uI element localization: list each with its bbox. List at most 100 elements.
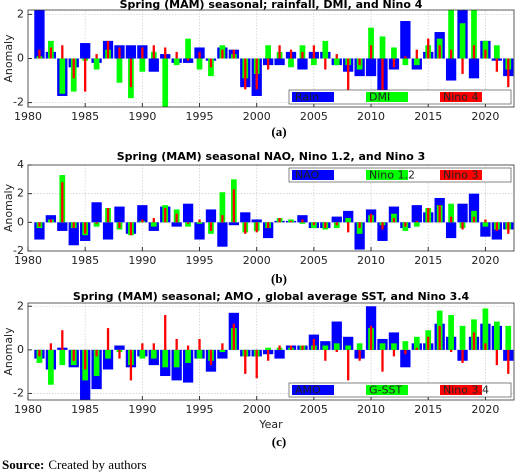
bar	[118, 47, 121, 59]
bar	[400, 349, 411, 368]
x-tick-label: 1980	[14, 403, 42, 416]
bar	[495, 349, 498, 366]
bar	[472, 332, 476, 350]
caption: (a)	[271, 124, 286, 139]
bar	[45, 215, 57, 223]
bar	[345, 218, 352, 223]
bar	[164, 208, 167, 223]
bar	[68, 222, 79, 246]
bar	[297, 215, 308, 223]
bar	[457, 203, 468, 223]
bar	[49, 343, 53, 350]
bar	[438, 205, 441, 223]
y-axis-label: Anomaly	[2, 183, 15, 232]
bar	[335, 54, 338, 59]
bar	[379, 36, 386, 59]
bar	[301, 219, 304, 223]
plot-frame	[27, 302, 515, 401]
bar	[173, 58, 180, 66]
bar	[139, 349, 146, 359]
bar	[482, 40, 489, 59]
bar	[148, 58, 159, 72]
bar	[139, 58, 146, 72]
bar	[185, 222, 191, 227]
bar	[493, 321, 500, 350]
y-tick-label: 2	[17, 187, 24, 200]
y-tick-label: -2	[13, 244, 24, 257]
bar	[196, 58, 203, 70]
bar	[449, 216, 453, 223]
bar	[95, 222, 98, 224]
bar	[221, 343, 224, 350]
bar	[57, 222, 68, 231]
bar	[152, 343, 155, 350]
x-tick-label: 1980	[14, 110, 42, 123]
bar	[445, 58, 457, 81]
legend-label: Nino 4	[443, 91, 478, 104]
bar	[80, 43, 91, 59]
bar	[93, 349, 100, 377]
bar	[232, 323, 235, 350]
x-tick-label: 2015	[414, 403, 442, 416]
bar	[289, 345, 293, 350]
bar	[102, 349, 114, 370]
bar	[427, 38, 430, 59]
bar	[150, 222, 157, 227]
y-tick-label: 0	[17, 215, 24, 228]
bar	[186, 345, 190, 350]
legend-label: Rain	[295, 91, 319, 104]
y-tick-label: 0	[17, 52, 24, 65]
legend-label: Nino 1.2	[369, 169, 415, 182]
bar	[400, 21, 411, 59]
legend-swatch	[440, 385, 482, 395]
bar	[116, 58, 123, 83]
bar	[448, 203, 454, 223]
bar	[377, 222, 388, 241]
bar	[219, 192, 226, 223]
bar	[324, 58, 327, 70]
y-tick-label: -2	[13, 96, 24, 109]
bar	[278, 218, 281, 223]
bar	[505, 325, 512, 350]
bar	[219, 349, 226, 353]
bar	[402, 58, 409, 66]
bar	[312, 222, 316, 226]
source: Source: Created by authors	[2, 457, 147, 472]
bar	[289, 220, 293, 223]
bar	[152, 218, 155, 223]
plot-frame	[27, 164, 515, 252]
legend-label: G-SST	[369, 384, 402, 397]
bar	[266, 58, 270, 70]
x-tick-label: 1985	[71, 254, 99, 267]
bar	[358, 222, 361, 229]
y-axis-label: Anomaly	[2, 327, 15, 376]
bar	[49, 47, 53, 59]
bar	[265, 45, 271, 59]
bar	[369, 325, 373, 350]
bar	[354, 222, 365, 250]
x-tick-label: 1985	[71, 110, 99, 123]
bar	[381, 222, 384, 230]
bar	[217, 349, 228, 359]
legend-label: NAO	[295, 169, 320, 182]
bar	[91, 202, 102, 223]
bar	[369, 213, 373, 223]
bar	[415, 220, 418, 223]
y-tick-label: 4	[17, 158, 24, 171]
x-tick-label: 1990	[128, 110, 156, 123]
bar	[171, 222, 182, 227]
chart-title: Spring (MAM) seasonal; AMO , global aver…	[73, 290, 470, 303]
bar	[448, 314, 454, 350]
bar	[297, 58, 308, 70]
bar	[345, 345, 352, 350]
bar	[413, 222, 420, 227]
x-tick-label: 2005	[300, 403, 328, 416]
bar	[312, 45, 316, 59]
bar	[182, 349, 194, 383]
bar	[255, 58, 258, 90]
bar	[369, 45, 373, 59]
bar	[507, 58, 510, 88]
bar	[72, 349, 75, 361]
bar	[186, 58, 190, 61]
x-tick-label: 2010	[357, 110, 385, 123]
